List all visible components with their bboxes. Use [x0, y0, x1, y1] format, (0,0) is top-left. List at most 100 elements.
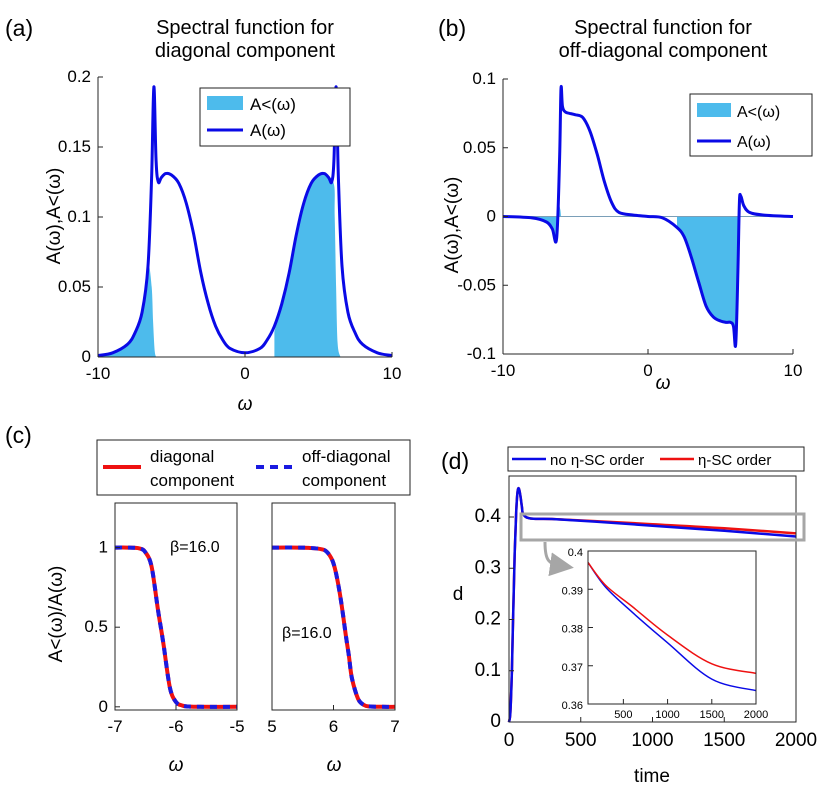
- panel-b-title-line1: Spectral function for: [574, 17, 752, 39]
- panel-d-xtick-label: 1000: [631, 730, 673, 751]
- panel-c-right-beta: β=16.0: [282, 625, 332, 642]
- panel-c-right-plot: 5 6 7: [267, 502, 400, 736]
- panel-d-legend: no η-SC order η-SC order: [507, 446, 805, 472]
- panel-c-right-xlabel: ω: [327, 755, 342, 776]
- panel-c-right-offdiagonal-line: [271, 545, 396, 709]
- panel-b-legend-entry-2: A(ω): [737, 134, 771, 151]
- panel-c-ylabel: A<(ω)/A(ω): [46, 566, 67, 663]
- panel-a-title-line2: diagonal component: [155, 40, 336, 62]
- panel-a-xtick-label: 10: [383, 364, 402, 383]
- panel-c-left-xtick-label: -6: [168, 717, 183, 736]
- panel-c-legend-offdiagonal-line1: off-diagonal: [302, 447, 391, 466]
- panel-b-ylabel: A(ω),A<(ω): [442, 177, 463, 274]
- panel-a-ytick-label: 0.15: [58, 137, 91, 156]
- panel-d-inset-xtick-label: 500: [614, 709, 632, 721]
- panel-d-xtick-label: 2000: [775, 730, 817, 751]
- panel-a-aless-area-2: [274, 173, 341, 357]
- panel-b-xtick-label: -10: [491, 361, 516, 380]
- panel-d-xtick-label: 500: [565, 730, 597, 751]
- panel-c-left-xlabel: ω: [169, 755, 184, 776]
- panel-a-legend: A<(ω) A(ω): [199, 87, 351, 147]
- panel-a-plot: -10 0 1000.050.10.150.2: [58, 67, 402, 383]
- panel-d-xtick-label: 1500: [703, 730, 745, 751]
- panel-d-inset-xtick-label: 1500: [700, 709, 724, 721]
- panel-c-left-beta: β=16.0: [170, 539, 220, 556]
- panel-c-left-offdiagonal-line: [114, 545, 238, 709]
- panel-d-zoom-box: [519, 512, 806, 542]
- panel-d-line-no-sc: [507, 486, 797, 723]
- panel-d-zoom-arrow: [543, 541, 574, 577]
- panel-d-ytick-label: 0.3: [475, 557, 501, 578]
- panel-b-aless-area-2: [677, 216, 740, 347]
- panel-d-inset-ytick-label: 0.4: [568, 547, 583, 559]
- panel-c-label: (c): [5, 422, 32, 448]
- panel-c-left-ytick-label: 1: [99, 538, 108, 557]
- panel-c-legend: diagonal component off-diagonal componen…: [96, 439, 411, 496]
- panel-a-ytick-label: 0.05: [58, 277, 91, 296]
- panel-a-ytick-label: 0.2: [67, 67, 91, 86]
- panel-d-inset-plot: 500 1000 1500 2000 0.36 0.37 0.38 0.39 0.4: [562, 547, 769, 721]
- panel-a-title-line1: Spectral function for: [156, 17, 334, 39]
- panel-d-ytick-label: 0.2: [475, 609, 501, 630]
- panel-b-ytick-label: -0.1: [467, 344, 496, 363]
- panel-a-legend-entry-2: A(ω): [250, 121, 286, 140]
- panel-d-inset-ytick-label: 0.39: [562, 585, 583, 597]
- panel-d-ytick-label: 0.4: [475, 506, 502, 527]
- panel-a-legend-fill-swatch: [207, 96, 243, 110]
- panel-b-ytick-label: 0: [487, 207, 496, 226]
- panel-b-ytick-label: 0.05: [463, 138, 496, 157]
- panel-d-inset-line-no-sc: [587, 562, 757, 692]
- panel-a-aless-area-1: [98, 265, 157, 357]
- panel-b-xlabel: ω: [656, 373, 671, 394]
- panel-c-right-xtick-label: 7: [390, 717, 399, 736]
- panel-c-left-frame: [114, 502, 238, 711]
- panel-a-label: (a): [5, 15, 33, 41]
- panel-d-inset-ytick-label: 0.38: [562, 624, 583, 636]
- panel-a-xlabel: ω: [238, 394, 253, 415]
- panel-d-inset-ytick-label: 0.36: [562, 700, 583, 712]
- panel-d-plot: 0 500 1000 1500 2000 0 0.1 0.2 0.3 0.4: [475, 475, 817, 751]
- panel-d-inset-xtick-label: 2000: [744, 709, 768, 721]
- panel-c-left-plot: -7 -6 -5 0 0.5 1: [84, 502, 245, 736]
- panel-b-xtick-label: 10: [784, 361, 803, 380]
- panel-d-inset-ytick-label: 0.37: [562, 662, 583, 674]
- panel-d-legend-entry-1: no η-SC order: [550, 452, 644, 469]
- panel-c-legend-diagonal-line2: component: [150, 471, 234, 490]
- panel-a-ytick-label: 0.1: [67, 207, 91, 226]
- panel-b-legend: A<(ω) A(ω): [689, 93, 813, 157]
- panel-a-ytick-label: 0: [82, 347, 91, 366]
- panel-d-legend-entry-2: η-SC order: [698, 452, 771, 469]
- panel-a-legend-entry-1: A<(ω): [250, 95, 296, 114]
- panel-c-left-diagonal-line: [114, 545, 238, 709]
- panel-c-left-ytick-label: 0.5: [84, 617, 108, 636]
- panel-c-left-ytick-label: 0: [99, 697, 108, 716]
- panel-b-ytick-label: -0.05: [457, 275, 496, 294]
- panel-d-inset-frame: [587, 550, 757, 705]
- panel-c-right-xtick-label: 6: [329, 717, 338, 736]
- panel-b-title-line2: off-diagonal component: [559, 40, 768, 62]
- panel-d-ytick-label: 0: [490, 711, 501, 732]
- panel-c-right-frame: [271, 502, 396, 711]
- panel-c-left-xtick-label: -5: [229, 717, 244, 736]
- panel-c-left-xtick-label: -7: [107, 717, 122, 736]
- panel-a-xtick-label: -10: [86, 364, 111, 383]
- panel-d-inset-line-sc: [587, 562, 757, 675]
- panel-d-ylabel: d: [453, 584, 464, 605]
- panel-a-xtick-label: 0: [240, 364, 249, 383]
- panel-d-ytick-label: 0.1: [475, 660, 501, 681]
- panel-a-ylabel: A(ω),A<(ω): [44, 168, 65, 265]
- panel-c-legend-diagonal-line1: diagonal: [150, 447, 214, 466]
- panel-b-legend-fill-swatch: [697, 103, 731, 117]
- panel-d-xlabel: time: [634, 766, 670, 787]
- panel-b-plot: -10 0 10 -0.1 -0.05 0 0.05 0.1: [457, 69, 802, 380]
- panel-b-A-line: [502, 85, 794, 348]
- panel-c-right-xtick-label: 5: [267, 717, 276, 736]
- panel-b-label: (b): [438, 15, 466, 41]
- panel-b-xtick-label: 0: [643, 361, 652, 380]
- panel-d-inset-xtick-label: 1000: [655, 709, 679, 721]
- panel-d-label: (d): [441, 448, 469, 474]
- panel-d-xtick-label: 0: [504, 730, 515, 751]
- panel-c-legend-offdiagonal-line2: component: [302, 471, 386, 490]
- panel-b-legend-entry-1: A<(ω): [737, 104, 780, 121]
